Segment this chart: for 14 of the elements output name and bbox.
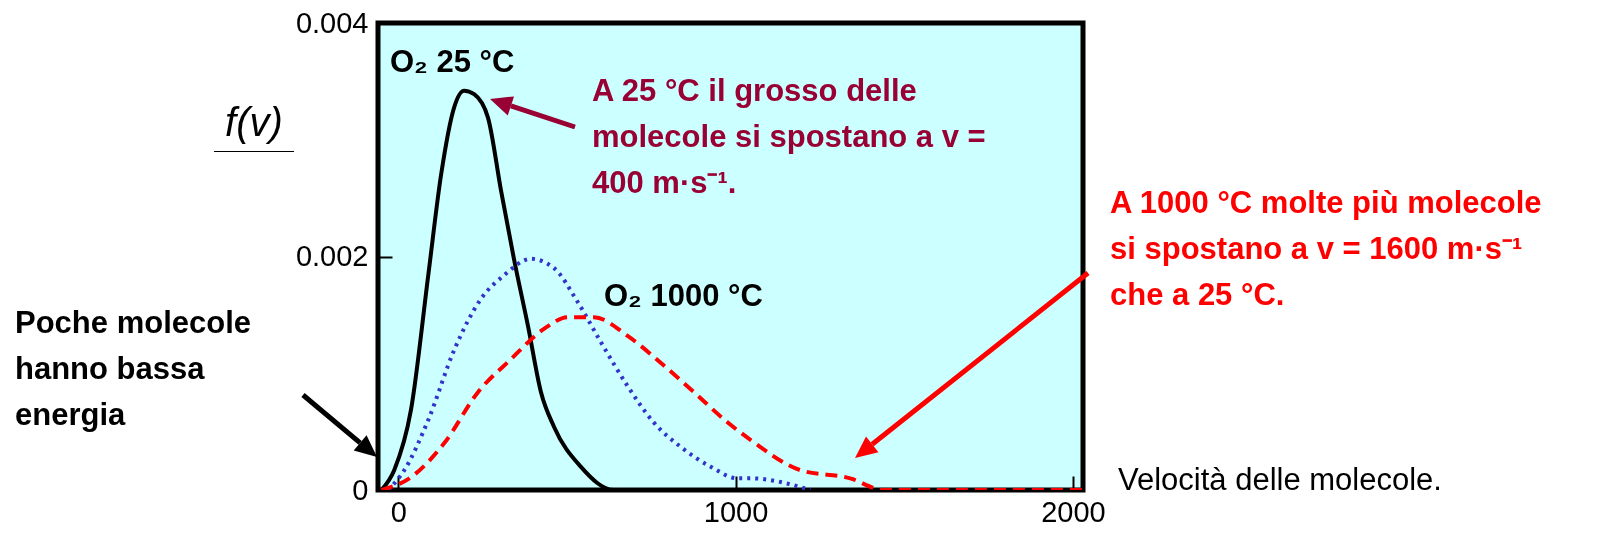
series-label: O₂ 1000 °C bbox=[604, 278, 763, 314]
text: A 1000 °C molte più molecole si spostano a v = 1600 m·s⁻¹ che a 25 °C. bbox=[1110, 184, 1543, 314]
series-label: O₂ 25 °C bbox=[390, 44, 515, 80]
x-axis-title: Velocità delle molecole. bbox=[1118, 462, 1442, 498]
text: Poche molecole hanno bassa energia bbox=[15, 304, 253, 434]
y-tick-label: 0.004 bbox=[295, 6, 369, 39]
y-tick-label: 0.002 bbox=[295, 240, 369, 272]
line-series bbox=[379, 315, 1083, 490]
x-tick-label: 2000 bbox=[1041, 495, 1106, 528]
annotation: A 25 °C il grosso delle molecole si spostano a v = 400 m·s⁻¹. bbox=[592, 72, 987, 202]
y-tick-label: 0 bbox=[352, 473, 369, 506]
x-tick-label: 1000 bbox=[703, 495, 769, 528]
y-axis-title: f(v) bbox=[214, 100, 294, 152]
x-tick-label: 0 bbox=[390, 495, 407, 528]
